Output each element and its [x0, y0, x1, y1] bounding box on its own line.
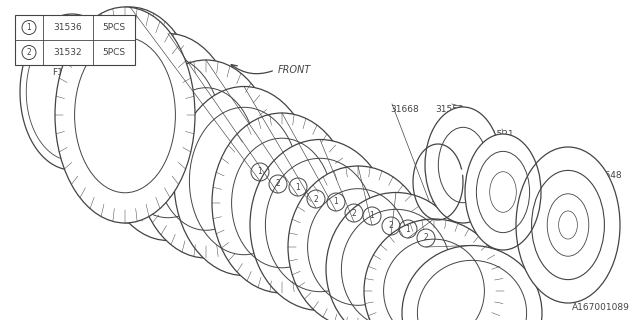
- Text: 31536: 31536: [54, 23, 83, 32]
- Text: 5PCS: 5PCS: [102, 23, 125, 32]
- Text: 2: 2: [388, 221, 394, 230]
- Bar: [15, 15, 135, 65]
- Text: 2: 2: [314, 195, 318, 204]
- Ellipse shape: [212, 113, 352, 293]
- Ellipse shape: [465, 134, 541, 250]
- Text: 1: 1: [296, 182, 300, 191]
- Text: 1: 1: [27, 23, 31, 32]
- Text: 31552: 31552: [436, 105, 464, 114]
- Ellipse shape: [425, 107, 501, 223]
- Text: F06903: F06903: [403, 201, 437, 210]
- Ellipse shape: [250, 140, 390, 310]
- Ellipse shape: [174, 86, 314, 276]
- Text: A167001089: A167001089: [572, 303, 630, 312]
- Text: 31567: 31567: [168, 108, 196, 116]
- Text: 31668: 31668: [390, 105, 419, 114]
- Text: 5PCS: 5PCS: [102, 48, 125, 57]
- Text: 31521: 31521: [486, 130, 515, 139]
- Text: F10043: F10043: [52, 68, 86, 77]
- Ellipse shape: [55, 7, 195, 223]
- Ellipse shape: [364, 219, 504, 320]
- Ellipse shape: [288, 166, 428, 320]
- Text: 31648: 31648: [593, 171, 621, 180]
- Text: 1: 1: [258, 167, 262, 177]
- Ellipse shape: [326, 193, 466, 320]
- Text: 1: 1: [406, 225, 410, 234]
- Ellipse shape: [136, 60, 276, 258]
- Text: FRONT: FRONT: [278, 65, 311, 75]
- Ellipse shape: [516, 147, 620, 303]
- Text: 2: 2: [424, 234, 428, 243]
- Text: 2: 2: [351, 209, 356, 218]
- Ellipse shape: [60, 7, 200, 223]
- Ellipse shape: [402, 245, 542, 320]
- Ellipse shape: [98, 34, 238, 241]
- Text: 1: 1: [333, 197, 339, 206]
- Text: 1: 1: [370, 212, 374, 220]
- Text: 2: 2: [276, 180, 280, 188]
- Text: 2: 2: [27, 48, 31, 57]
- Text: 31532: 31532: [54, 48, 83, 57]
